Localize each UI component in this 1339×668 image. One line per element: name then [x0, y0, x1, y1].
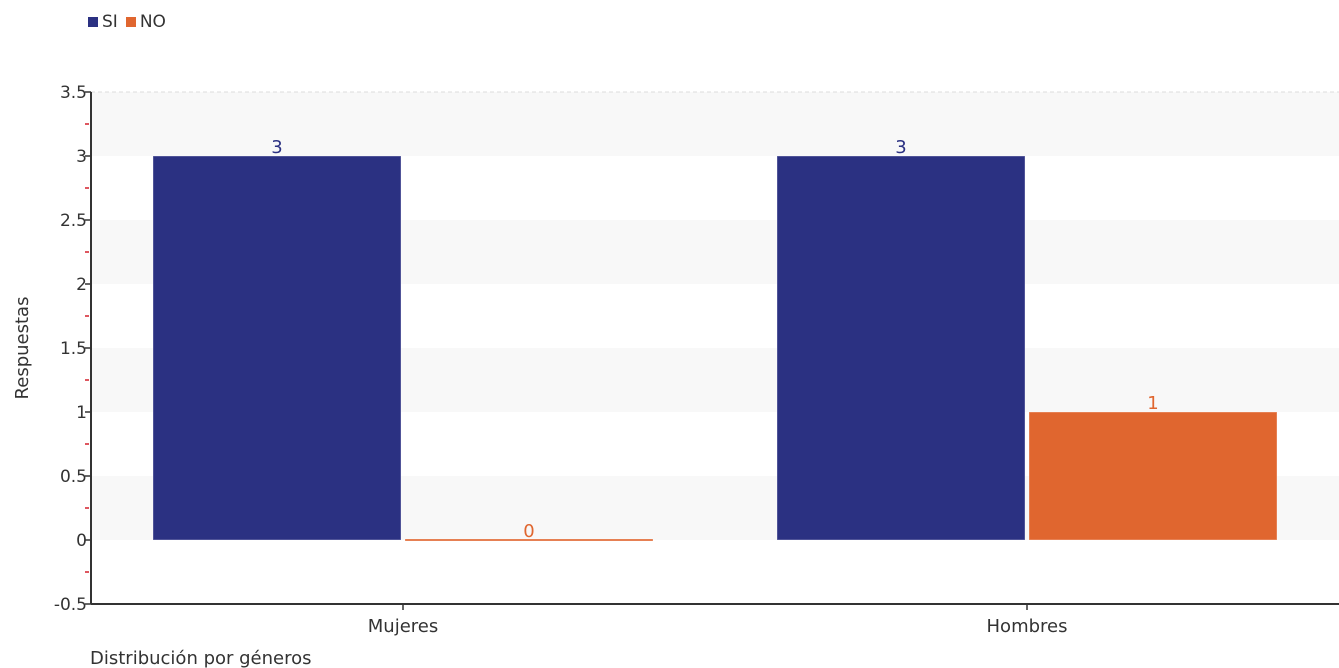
data-label: 3: [271, 137, 282, 158]
x-axis-title: Distribución por géneros: [90, 648, 312, 668]
bar-no-hombres[interactable]: [1028, 411, 1278, 541]
legend-label-no: NO: [139, 12, 166, 32]
bar-si-mujeres[interactable]: [152, 155, 402, 541]
y-tick-label: -0.5: [54, 595, 87, 615]
y-tick-label: 2.5: [60, 211, 87, 231]
y-tick-label: 2: [76, 275, 87, 295]
y-tick-label: 1.5: [60, 339, 87, 359]
data-label: 1: [1147, 393, 1158, 414]
y-tick-label: 1: [76, 403, 87, 423]
y-tick-label: 0.5: [60, 467, 87, 487]
x-tick-label: Mujeres: [368, 616, 438, 637]
legend-label-si: SI: [102, 12, 118, 32]
y-tick-label: 3.5: [60, 83, 87, 103]
legend-swatch-no: [125, 17, 136, 27]
legend-item-si[interactable]: SI: [88, 12, 118, 32]
bar-no-mujeres[interactable]: [404, 538, 654, 542]
data-label: 0: [523, 521, 534, 542]
grid-band: [91, 92, 1339, 156]
grid-band: [91, 540, 1339, 604]
y-tick-label: 0: [76, 531, 87, 551]
bar-si-hombres[interactable]: [776, 155, 1026, 541]
legend-swatch-si: [88, 17, 98, 27]
y-tick-label: 3: [76, 147, 87, 167]
x-tick-label: Hombres: [987, 616, 1068, 637]
legend-item-no[interactable]: NO: [125, 12, 166, 32]
chart-legend: SI NO: [88, 12, 166, 32]
data-label: 3: [895, 137, 906, 158]
y-axis-title: Respuestas: [12, 297, 33, 400]
